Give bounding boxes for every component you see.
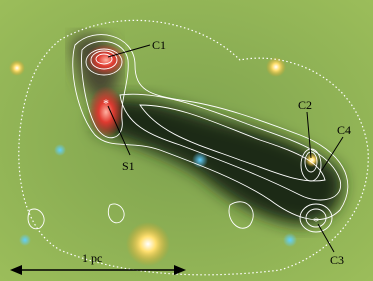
- label: C2: [298, 98, 312, 112]
- star-marker: *: [313, 214, 319, 228]
- bright-star: [126, 222, 170, 266]
- scale-label: 1 pc: [82, 251, 102, 265]
- label: C4: [337, 123, 351, 137]
- image: * * C1 S1 C2 C4 C3 1 pc: [0, 0, 373, 281]
- label: S1: [122, 159, 135, 173]
- star-marker: *: [103, 96, 109, 110]
- blue-star: [283, 233, 297, 247]
- blue-star: [54, 144, 66, 156]
- blue-star: [19, 234, 31, 246]
- label: C1: [152, 38, 166, 52]
- label: C3: [330, 253, 344, 267]
- star: [9, 60, 25, 76]
